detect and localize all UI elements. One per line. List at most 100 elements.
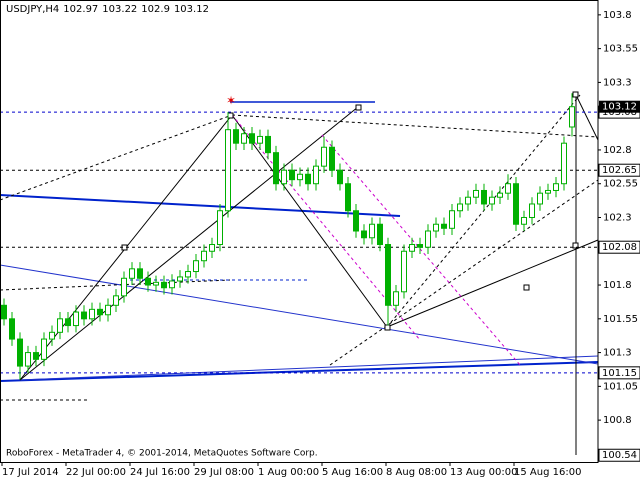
candle-body xyxy=(281,169,287,185)
candle-body xyxy=(113,295,119,306)
x-tick-label: 1 Aug 00:00 xyxy=(258,467,319,478)
x-tick-label: 17 Jul 2014 xyxy=(2,467,59,478)
channel-line xyxy=(0,114,233,201)
channel-line xyxy=(329,179,599,366)
candle-body xyxy=(465,196,471,205)
candle-body xyxy=(561,142,567,185)
y-tick-label: 102.8 xyxy=(603,145,632,156)
level-label-box xyxy=(598,448,640,462)
candle-body xyxy=(457,203,463,212)
trend-line xyxy=(0,264,599,365)
candle-body xyxy=(425,230,431,248)
candle-body xyxy=(209,244,215,252)
candle-body xyxy=(17,338,23,367)
channel-line xyxy=(386,94,581,328)
analysis-drawings: ✶ xyxy=(0,91,599,455)
candle-body xyxy=(369,223,375,239)
level-label-box xyxy=(598,163,640,177)
x-tick-label: 13 Aug 00:00 xyxy=(450,467,517,478)
plot-border xyxy=(0,0,599,463)
candle-body xyxy=(33,352,39,360)
candle-body xyxy=(345,183,351,212)
candle-body xyxy=(473,189,479,198)
bid-label: 103.12 xyxy=(602,102,637,113)
candle-body xyxy=(433,223,439,232)
candle-body xyxy=(153,281,159,286)
y-tick-label: 101.05 xyxy=(603,381,638,392)
candle-body xyxy=(393,291,399,306)
candle-body xyxy=(265,135,271,154)
y-tick-label: 100.8 xyxy=(603,415,632,426)
candle-body xyxy=(481,189,487,205)
candle-body xyxy=(257,135,263,144)
y-tick-label: 103.8 xyxy=(603,10,632,21)
level-label: 102.08 xyxy=(602,242,637,253)
candle-body xyxy=(233,129,239,144)
trend-line xyxy=(19,106,359,381)
candle-body xyxy=(497,192,503,198)
candle-body xyxy=(545,189,551,194)
candle-body xyxy=(417,244,423,248)
candle-body xyxy=(217,210,223,246)
candle-body xyxy=(9,318,15,340)
anchor-point xyxy=(523,284,530,291)
candle-body xyxy=(441,223,447,229)
candle-body xyxy=(65,318,71,327)
candle-body xyxy=(201,250,207,262)
level-label-box xyxy=(598,366,640,380)
candle-body xyxy=(185,271,191,278)
candle-body xyxy=(489,196,495,205)
y-tick-label: 102.55 xyxy=(603,179,638,190)
candle-body xyxy=(193,260,199,273)
y-tick-label: 101.8 xyxy=(603,280,632,291)
candle-body xyxy=(377,223,383,246)
star-marker: ✶ xyxy=(226,94,236,108)
bid-label-box xyxy=(599,100,640,113)
y-tick-label: 101.55 xyxy=(603,314,638,325)
candle-body xyxy=(385,244,391,306)
candle-body xyxy=(73,311,79,327)
candle-body xyxy=(145,277,151,286)
trend-line xyxy=(0,194,401,217)
candle-body xyxy=(161,281,167,289)
candle-body xyxy=(449,210,455,229)
candle-body xyxy=(97,308,103,316)
anchor-point xyxy=(355,104,362,111)
x-tick-label: 22 Jul 00:00 xyxy=(66,467,126,478)
candle-body xyxy=(361,230,367,239)
candle-body xyxy=(273,152,279,185)
level-label: 100.54 xyxy=(602,450,637,461)
candle-body xyxy=(553,183,559,191)
channel-line xyxy=(0,279,231,291)
x-tick-label: 5 Aug 16:00 xyxy=(322,467,383,478)
x-tick-label: 29 Jul 08:00 xyxy=(194,467,254,478)
candle-body xyxy=(1,304,7,320)
anchor-point xyxy=(572,91,579,98)
chart-title: USDJPY,H4 102.97 103.22 102.9 103.12 xyxy=(6,4,209,15)
trend-line xyxy=(575,94,599,141)
anchor-point xyxy=(384,324,391,331)
candle-body xyxy=(329,146,335,171)
x-tick-label: 8 Aug 08:00 xyxy=(386,467,447,478)
candle-body xyxy=(505,183,511,194)
candle-body xyxy=(337,169,343,185)
projection-line xyxy=(231,114,421,341)
y-tick-label: 103.3 xyxy=(603,77,632,88)
last-open: 102.97 xyxy=(63,4,98,15)
trend-line xyxy=(19,355,599,381)
candle-body xyxy=(57,318,63,333)
candle-body xyxy=(521,216,527,225)
candle-body xyxy=(177,276,183,282)
candle-body xyxy=(353,210,359,232)
footer: RoboForex - MetaTrader 4, © 2001-2014, M… xyxy=(6,449,318,459)
projection-line xyxy=(321,134,521,366)
candle-body xyxy=(537,192,543,205)
candle-body xyxy=(313,165,319,185)
candle-body xyxy=(121,277,127,297)
candle-body xyxy=(401,250,407,293)
candle-body xyxy=(305,173,311,185)
candle-body xyxy=(241,133,247,144)
candle-body xyxy=(409,244,415,252)
level-label: 102.65 xyxy=(602,165,637,176)
